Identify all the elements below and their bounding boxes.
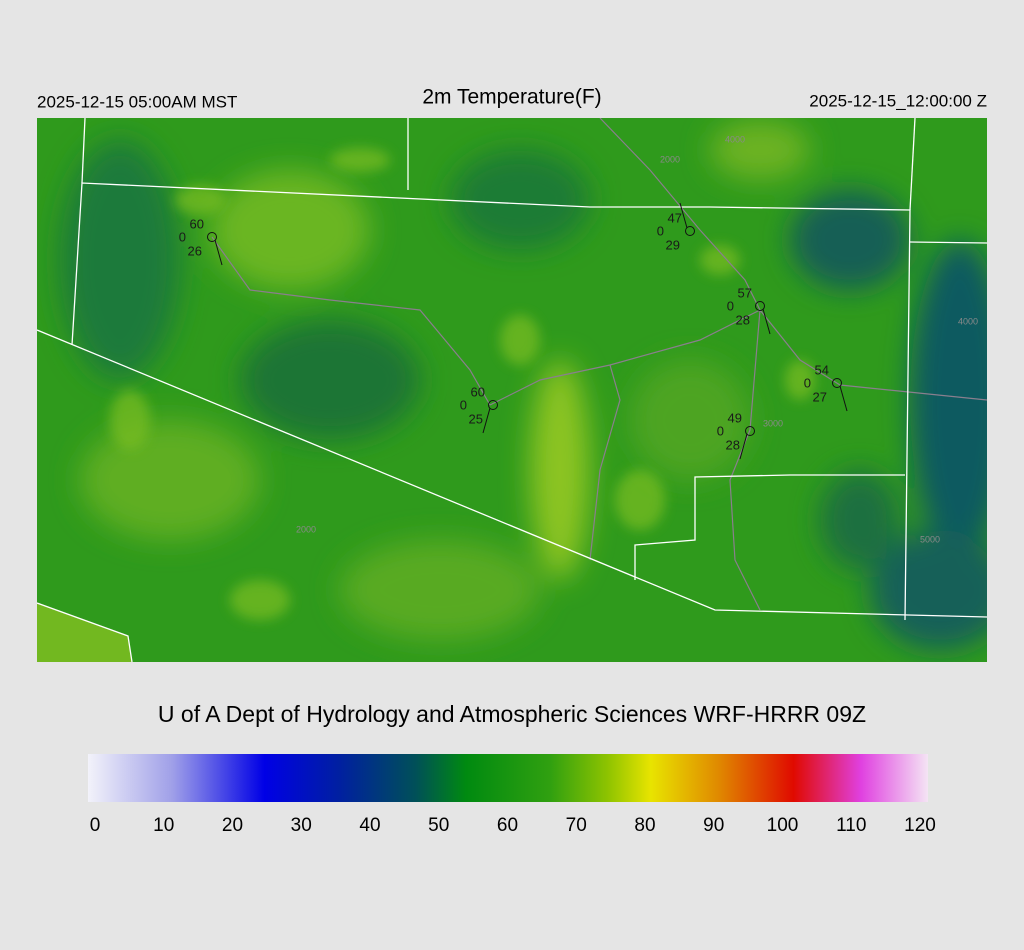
station-dewpoint: 28 (726, 437, 740, 452)
wind-barb (482, 407, 491, 434)
colorbar-tick-label: 80 (634, 815, 655, 836)
footer-credit: U of A Dept of Hydrology and Atmospheric… (158, 701, 866, 727)
colorbar-tick-label: 30 (291, 815, 312, 836)
station-marker (488, 400, 498, 410)
colorbar-tick-label: 60 (497, 815, 518, 836)
colorbar-tick-label: 90 (703, 815, 724, 836)
station-value: 0 (179, 229, 186, 244)
contour-label: 4000 (725, 134, 745, 144)
colorbar-tick-label: 100 (767, 815, 799, 836)
station-value: 0 (727, 298, 734, 313)
station-value: 0 (804, 375, 811, 390)
station-marker (685, 226, 695, 236)
contour-label: 5000 (920, 534, 940, 544)
station-dewpoint: 28 (736, 312, 750, 327)
station-temp: 54 (815, 362, 829, 377)
wind-barb (762, 308, 771, 335)
station-marker (207, 232, 217, 242)
contour-label: 3000 (763, 418, 783, 428)
wind-barb (739, 433, 748, 460)
colorbar-tick-label: 40 (359, 815, 380, 836)
station-marker (755, 301, 765, 311)
station-marker (832, 378, 842, 388)
colorbar-tick-label: 20 (222, 815, 243, 836)
station-dewpoint: 27 (813, 389, 827, 404)
colorbar-tick-label: 110 (836, 815, 866, 836)
colorbar-tick-label: 70 (566, 815, 587, 836)
contour-label: 2000 (296, 524, 316, 534)
colorbar-tick-label: 10 (153, 815, 174, 836)
contour-label: 4000 (958, 316, 978, 326)
wind-barb (679, 202, 688, 229)
station-value: 0 (460, 397, 467, 412)
station-dewpoint: 25 (469, 411, 483, 426)
station-temp: 47 (668, 210, 682, 225)
station-temp: 60 (190, 216, 204, 231)
valid-local: 2025-12-15 05:00AM MST (37, 92, 237, 111)
map-title: 2m Temperature(F) (422, 86, 601, 109)
station-temp: 57 (738, 285, 752, 300)
station-value: 0 (657, 223, 664, 238)
colorbar-tick-label: 0 (90, 815, 101, 836)
colorbar-tick-label: 120 (904, 815, 936, 836)
valid-utc: 2025-12-15_12:00:00 Z (809, 91, 987, 110)
station-marker (745, 426, 755, 436)
station-temp: 49 (728, 410, 742, 425)
contour-label: 2000 (660, 154, 680, 164)
station-value: 0 (717, 423, 724, 438)
station-dewpoint: 26 (188, 243, 202, 258)
wind-barb (214, 239, 223, 266)
wind-barb (839, 385, 848, 412)
station-temp: 60 (471, 384, 485, 399)
colorbar-tick-label: 50 (428, 815, 449, 836)
station-dewpoint: 29 (666, 237, 680, 252)
colorbar (88, 754, 928, 802)
